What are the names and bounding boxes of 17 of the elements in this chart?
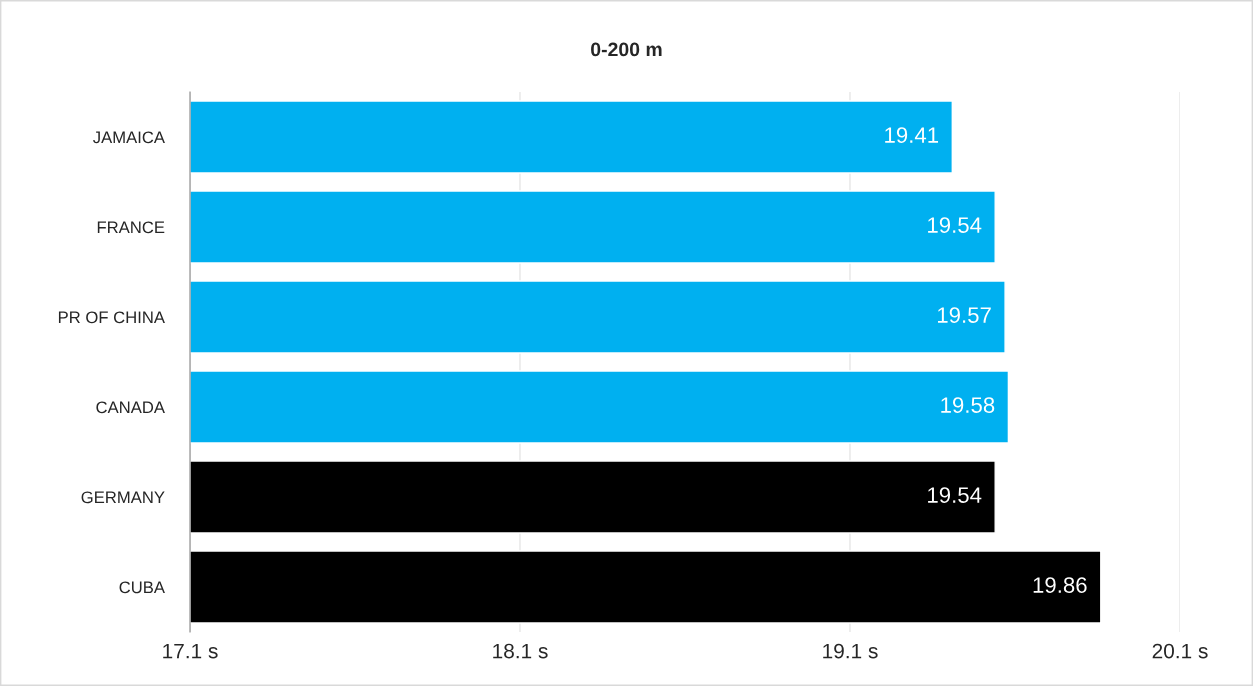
x-tick-label: 19.1 s xyxy=(823,643,878,659)
y-tick-label: FRANCE xyxy=(97,221,165,234)
x-tick-label: 20.1 s xyxy=(1152,643,1208,659)
data-label: 19.58 xyxy=(941,397,995,413)
data-label: 19.41 xyxy=(885,127,939,143)
y-tick-label: CUBA xyxy=(119,581,165,594)
data-label: 19.86 xyxy=(1033,577,1087,593)
y-tick-label: GERMANY xyxy=(81,491,165,504)
x-tick-label: 17.1 s xyxy=(163,643,218,659)
y-tick-label: JAMAICA xyxy=(93,131,165,144)
x-tick-label: 18.1 s xyxy=(493,643,548,659)
y-tick-label: PR OF CHINA xyxy=(58,311,165,324)
chart-title: 0-200 m xyxy=(591,42,662,57)
data-label: 19.54 xyxy=(928,487,982,503)
data-label: 19.54 xyxy=(928,217,982,233)
data-label: 19.57 xyxy=(937,307,991,323)
y-tick-label: CANADA xyxy=(96,401,165,414)
